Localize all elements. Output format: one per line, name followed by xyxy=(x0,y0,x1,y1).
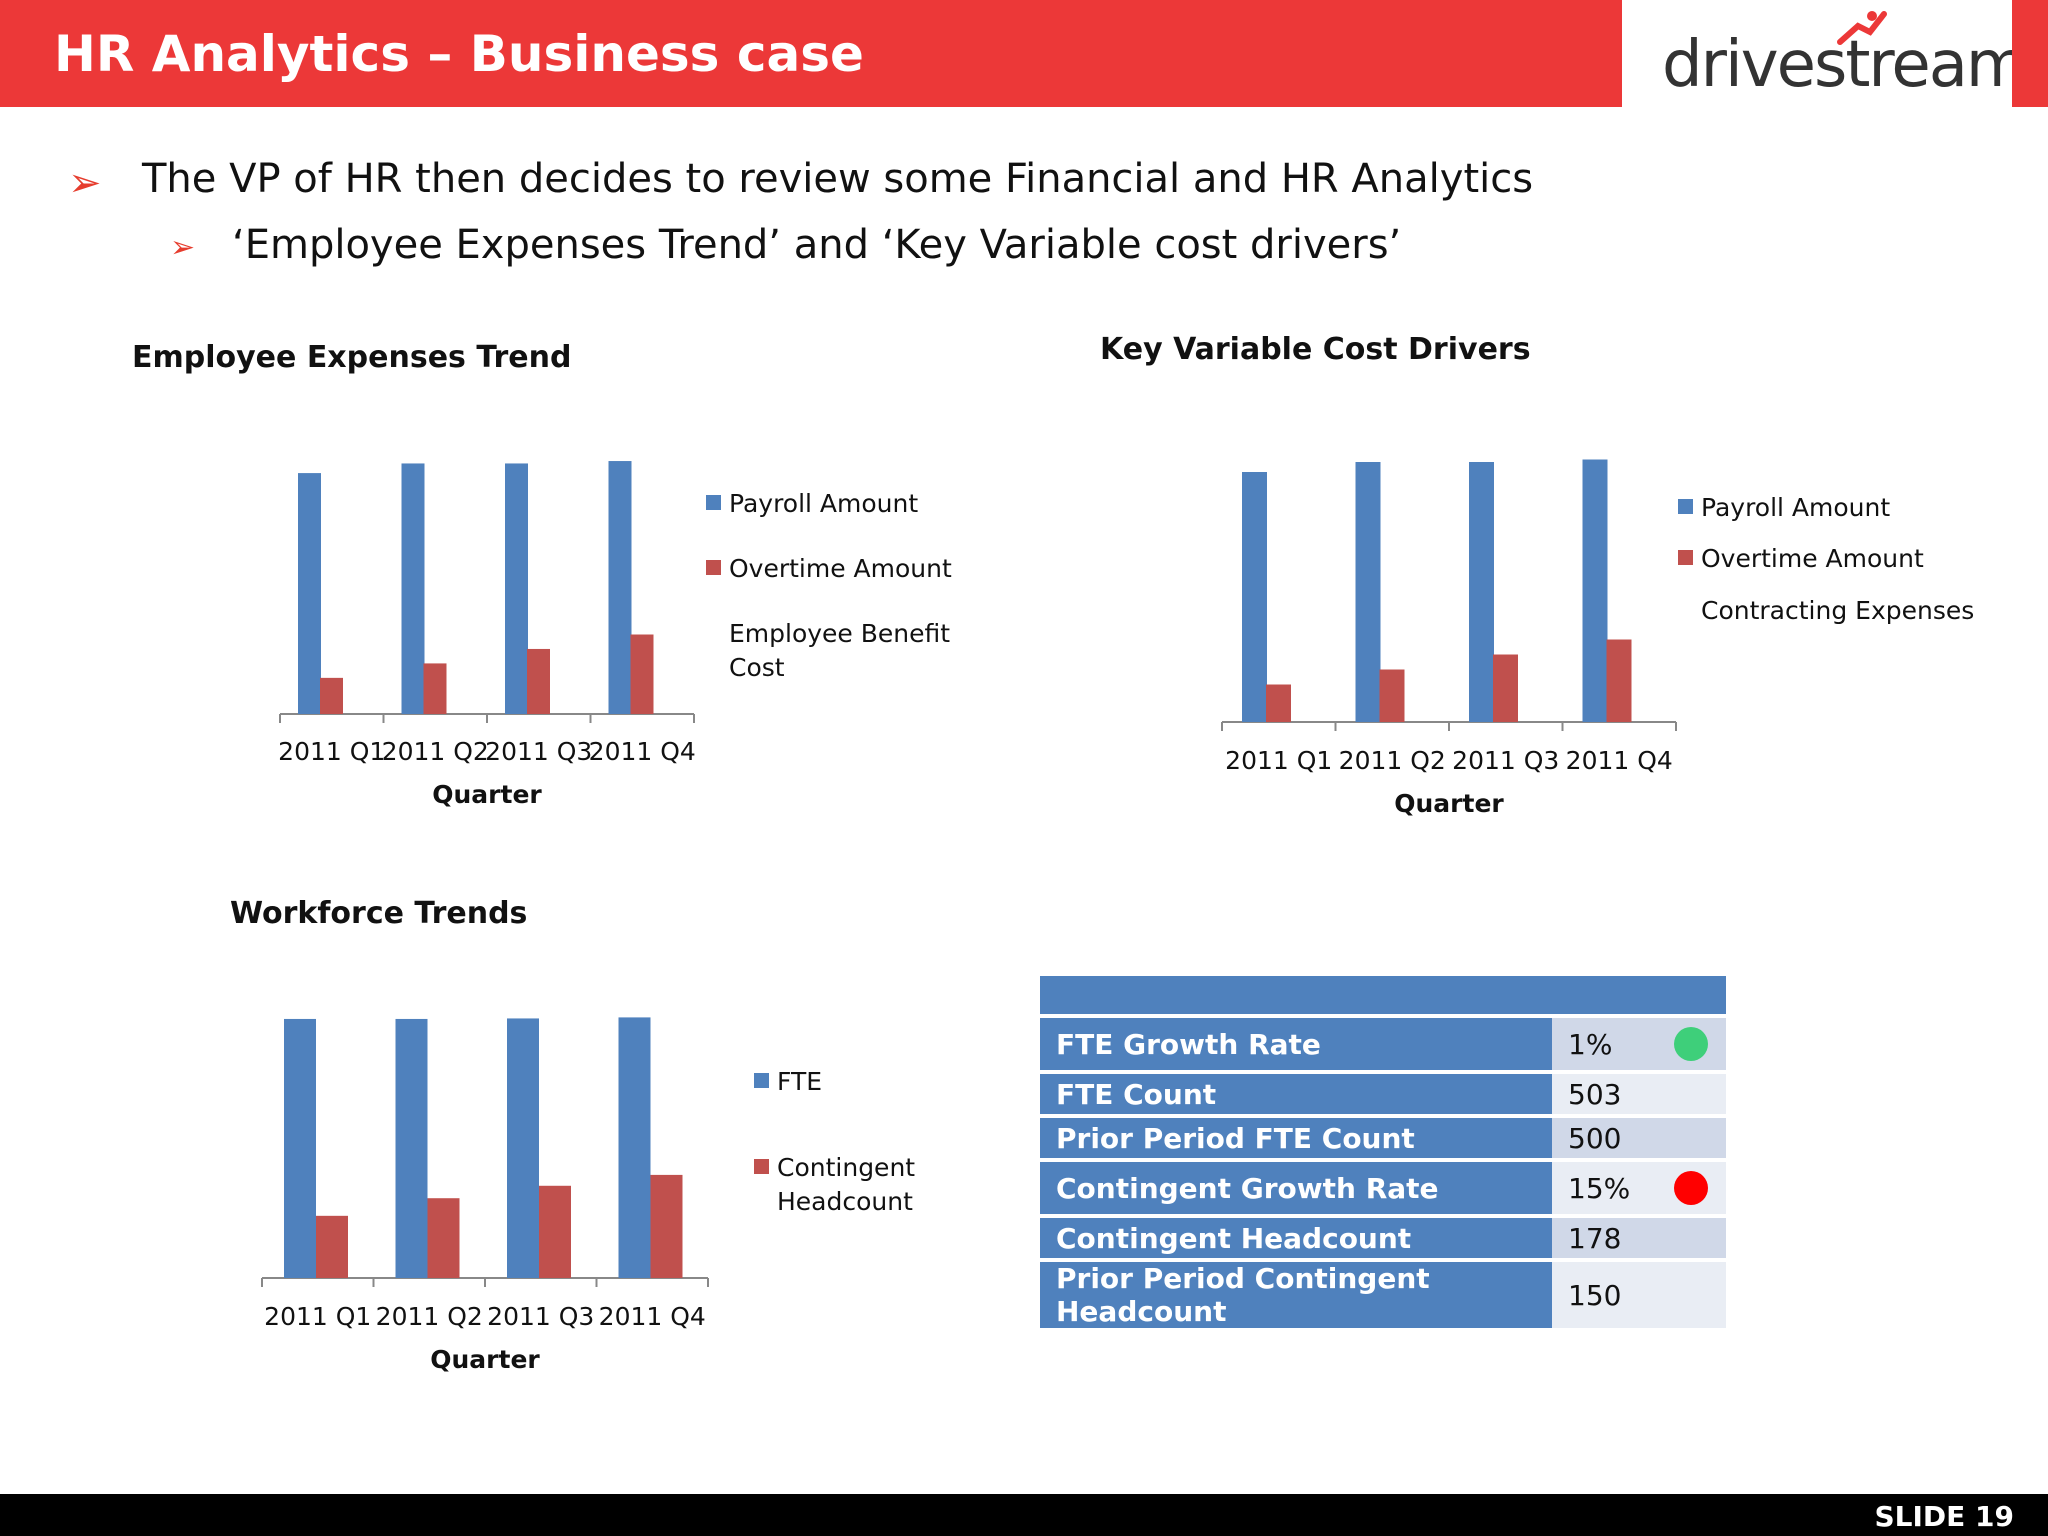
kpi-label: Prior Period Contingent Headcount xyxy=(1040,1262,1552,1328)
bar-secondary xyxy=(1266,684,1291,722)
x-axis-label: Quarter xyxy=(430,1345,540,1374)
bar-secondary xyxy=(427,1198,460,1278)
legend-label: Contingent Headcount xyxy=(777,1153,915,1216)
x-tick-label: 2011 Q2 xyxy=(1339,746,1446,775)
table-row: Prior Period Contingent Headcount 150 xyxy=(1040,1262,1726,1328)
slide-number: SLIDE 19 xyxy=(1874,1500,2014,1533)
table-header-cell xyxy=(1552,976,1726,1014)
kpi-value: 150 xyxy=(1552,1262,1726,1328)
kpi-value: 15% xyxy=(1568,1171,1631,1205)
table-row: FTE Count 503 xyxy=(1040,1074,1726,1114)
legend-swatch xyxy=(1678,550,1693,565)
kpi-label: FTE Growth Rate xyxy=(1040,1018,1552,1070)
bar-primary xyxy=(618,1017,651,1278)
chart1-title: Employee Expenses Trend xyxy=(132,340,572,375)
x-tick-label: 2011 Q1 xyxy=(1225,746,1332,775)
x-tick-label: 2011 Q4 xyxy=(599,1302,706,1331)
legend-label: Employee Benefit Cost xyxy=(729,619,950,682)
header-bar: HR Analytics – Business case xyxy=(0,0,1622,107)
bullet-sub: ‘Employee Expenses Trend’ and ‘Key Varia… xyxy=(232,222,1402,268)
bar-secondary xyxy=(1493,654,1518,722)
logo-text: drivestream xyxy=(1662,28,2028,102)
x-tick-label: 2011 Q3 xyxy=(487,1302,594,1331)
bar-primary xyxy=(505,463,528,714)
legend-swatch xyxy=(706,560,721,575)
sub-bullet-arrow-icon: ➢ xyxy=(170,231,196,264)
table-row: Contingent Growth Rate 15% xyxy=(1040,1162,1726,1214)
bar-secondary xyxy=(527,648,550,714)
bar-primary xyxy=(395,1018,428,1278)
x-tick-label: 2011 Q2 xyxy=(376,1302,483,1331)
legend-label: Payroll Amount xyxy=(729,489,918,518)
bar-primary xyxy=(608,461,632,714)
legend-swatch xyxy=(754,1073,769,1088)
legend-label: Payroll Amount xyxy=(1701,493,1890,522)
table-header-row xyxy=(1040,976,1726,1014)
legend-swatch xyxy=(706,495,721,510)
kpi-label: Contingent Headcount xyxy=(1040,1218,1552,1258)
bar-primary xyxy=(507,1018,539,1278)
bar-primary xyxy=(298,473,321,714)
x-axis-label: Quarter xyxy=(432,780,542,809)
bar-secondary xyxy=(630,634,654,714)
table-row: FTE Growth Rate 1% xyxy=(1040,1018,1726,1070)
kpi-value: 503 xyxy=(1552,1074,1726,1114)
kpi-value: 1% xyxy=(1568,1027,1613,1061)
bar-secondary xyxy=(320,677,343,714)
bullet-main: The VP of HR then decides to review some… xyxy=(142,156,1534,202)
bar-primary xyxy=(401,463,425,714)
bar-secondary xyxy=(423,663,447,714)
x-tick-label: 2011 Q2 xyxy=(382,737,489,766)
kpi-label: FTE Count xyxy=(1040,1074,1552,1114)
table-row: Prior Period FTE Count 500 xyxy=(1040,1118,1726,1158)
logo-figure-icon xyxy=(1837,11,1887,45)
chart3-title: Workforce Trends xyxy=(230,896,528,931)
footer-bar: SLIDE 19 xyxy=(0,1494,2048,1536)
legend-label: Overtime Amount xyxy=(1701,544,1924,573)
kpi-table: FTE Growth Rate 1% FTE Count 503 Prior P… xyxy=(1040,972,1726,1332)
bar-secondary xyxy=(539,1185,571,1278)
legend-swatch xyxy=(1678,499,1693,514)
kpi-label: Contingent Growth Rate xyxy=(1040,1162,1552,1214)
status-good-icon xyxy=(1674,1027,1708,1061)
kpi-value: 178 xyxy=(1552,1218,1726,1258)
x-tick-label: 2011 Q1 xyxy=(264,1302,371,1331)
legend-label: Contracting Expenses xyxy=(1701,596,1974,625)
bar-primary xyxy=(1355,462,1381,722)
kpi-value: 500 xyxy=(1552,1118,1726,1158)
bullet-arrow-icon: ➢ xyxy=(68,161,102,205)
x-tick-label: 2011 Q3 xyxy=(1452,746,1559,775)
table-header-cell xyxy=(1040,976,1552,1014)
bar-secondary xyxy=(1379,669,1405,722)
logo: drivestream xyxy=(1622,0,2028,107)
bar-primary xyxy=(1242,472,1267,722)
kpi-value-cell: 15% xyxy=(1552,1162,1726,1214)
x-tick-label: 2011 Q3 xyxy=(485,737,592,766)
bar-secondary xyxy=(650,1174,683,1278)
table-row: Contingent Headcount 178 xyxy=(1040,1218,1726,1258)
bar-secondary xyxy=(316,1215,348,1278)
bar-secondary xyxy=(1606,639,1632,722)
legend-label: FTE xyxy=(777,1067,822,1096)
x-tick-label: 2011 Q4 xyxy=(589,737,696,766)
x-tick-label: 2011 Q1 xyxy=(278,737,385,766)
bar-primary xyxy=(1582,459,1608,722)
legend-swatch xyxy=(754,1159,769,1174)
bar-primary xyxy=(1469,462,1494,722)
legend-label: Overtime Amount xyxy=(729,554,952,583)
slide-title: HR Analytics – Business case xyxy=(54,25,864,83)
header-edge xyxy=(2012,0,2048,107)
status-bad-icon xyxy=(1674,1171,1708,1205)
bar-primary xyxy=(284,1018,316,1278)
chart2-title: Key Variable Cost Drivers xyxy=(1100,332,1531,367)
x-tick-label: 2011 Q4 xyxy=(1566,746,1673,775)
kpi-value-cell: 1% xyxy=(1552,1018,1726,1070)
kpi-label: Prior Period FTE Count xyxy=(1040,1118,1552,1158)
x-axis-label: Quarter xyxy=(1394,789,1504,818)
